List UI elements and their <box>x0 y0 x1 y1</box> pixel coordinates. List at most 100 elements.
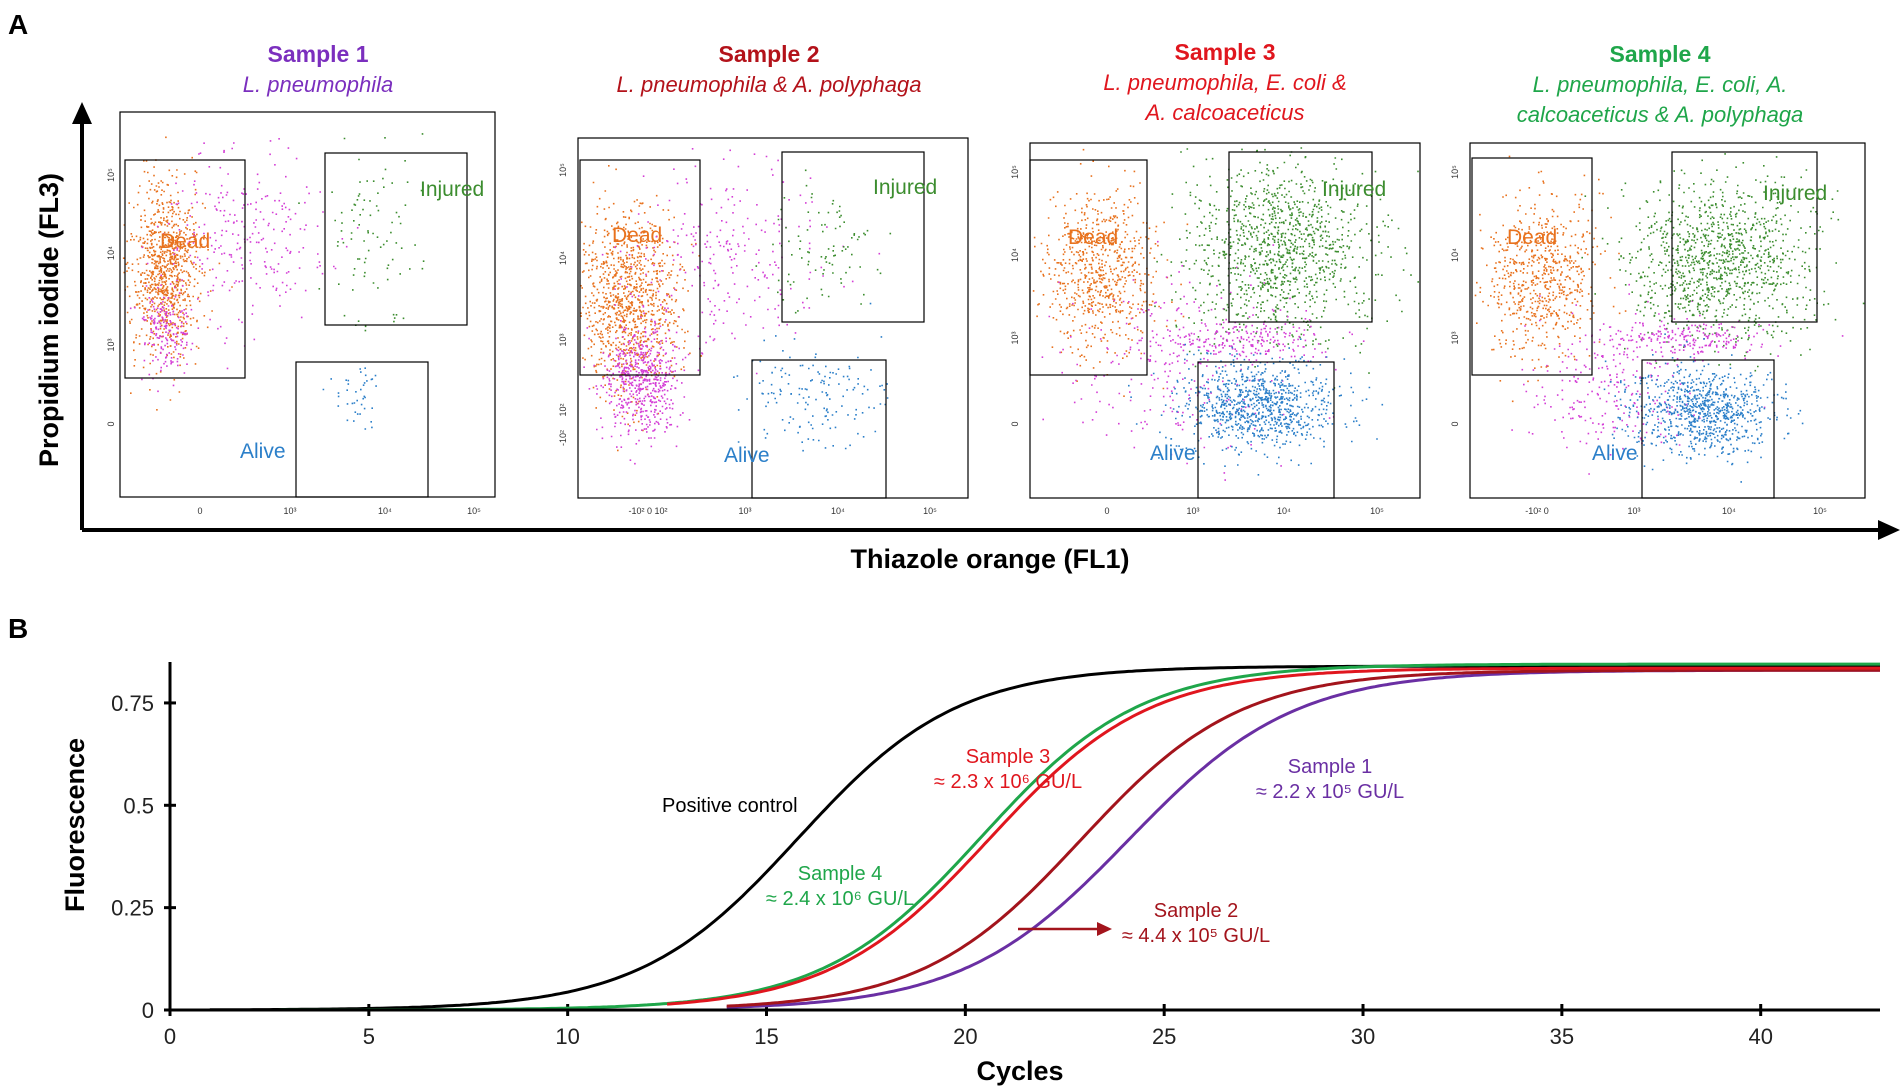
y-tick: 0 <box>1450 421 1460 426</box>
x-tick: 10³ <box>1627 506 1640 516</box>
gate-label-dead: Dead <box>1068 226 1118 249</box>
flow-x-arrow-icon <box>1878 520 1900 540</box>
gate-label-injured: Injured <box>1322 178 1386 201</box>
qpcr-y-ticks: 0 0.25 0.5 0.75 <box>111 691 176 1023</box>
series-sample-3 <box>667 666 1880 1006</box>
y-tick-labels: 10⁵ 10⁴ 10³ 0 <box>1010 165 1020 427</box>
gate-label-injured: Injured <box>1763 182 1827 205</box>
x-tick: 10³ <box>738 506 751 516</box>
gate-label-dead: Dead <box>160 230 210 253</box>
x-tick: 10⁴ <box>1277 506 1291 516</box>
y-tick: 10³ <box>1450 331 1460 344</box>
sample-3-header: Sample 3 L. pneumophila, E. coli & A. ca… <box>1103 39 1346 125</box>
gate-dead <box>1029 159 1148 376</box>
x-tick-label: 35 <box>1550 1024 1574 1049</box>
y-tick: 0 <box>1010 421 1020 426</box>
x-tick-label: 5 <box>363 1024 375 1049</box>
y-tick: 10⁴ <box>558 251 568 265</box>
y-tick-label: 0.75 <box>111 691 154 716</box>
flow-plot-sample-2: Dead Injured Alive -10² 0 10² 10³ 10⁴ 10… <box>558 137 969 516</box>
sample-2-pointer-arrow-icon <box>1097 922 1112 936</box>
y-tick: 10⁵ <box>1010 165 1020 179</box>
y-tick-label: 0.5 <box>123 793 154 818</box>
x-tick: 10⁵ <box>923 506 937 516</box>
label-sample-4-name: Sample 4 <box>798 863 883 885</box>
gate-label-alive: Alive <box>1592 442 1638 465</box>
gate-dead <box>124 159 246 379</box>
gate-label-injured: Injured <box>420 178 484 201</box>
x-tick-label: 0 <box>164 1024 176 1049</box>
dots-other <box>1511 283 1766 475</box>
sample-subtitle: L. pneumophila <box>243 72 393 97</box>
x-tick: 10⁴ <box>831 506 845 516</box>
sample-title: Sample 2 <box>719 41 820 67</box>
flow-axes: Propidium iodide (FL3) Thiazole orange (… <box>34 102 1900 574</box>
flow-plot-sample-3: Dead Injured Alive 0 10³ 10⁴ 10⁵ 10⁵ 10⁴… <box>1010 142 1421 516</box>
flow-x-axis-title: Thiazole orange (FL1) <box>850 544 1129 574</box>
sample-subtitle: A. calcoaceticus <box>1144 100 1305 125</box>
x-tick: 0 <box>197 506 202 516</box>
gate-alive <box>751 359 887 499</box>
event-dots <box>1474 153 1865 483</box>
gate-label-dead: Dead <box>612 224 662 247</box>
sample-title: Sample 3 <box>1175 39 1276 65</box>
y-tick: 10⁵ <box>1450 165 1460 179</box>
x-tick-labels: 0 10³ 10⁴ 10⁵ <box>1104 506 1384 516</box>
label-sample-4-value: ≈ 2.4 x 10⁶ GU/L <box>766 888 914 910</box>
sample-2-header: Sample 2 L. pneumophila & A. polyphaga <box>617 41 922 97</box>
dots-alive <box>1128 338 1384 476</box>
gate-label-dead: Dead <box>1507 226 1557 249</box>
flow-y-axis-title: Propidium iodide (FL3) <box>34 173 64 467</box>
x-tick: 10⁵ <box>1813 506 1827 516</box>
label-positive-control: Positive control <box>662 795 798 817</box>
sample-1-header: Sample 1 L. pneumophila <box>243 41 393 97</box>
dots-other <box>1070 308 1365 367</box>
y-tick: 10⁴ <box>1450 248 1460 262</box>
x-tick-label: 10 <box>555 1024 579 1049</box>
series-positive-control <box>209 664 1880 1012</box>
y-tick: -10² <box>558 430 568 446</box>
x-tick: -10² 0 10² <box>628 506 667 516</box>
flow-y-arrow-icon <box>72 102 92 124</box>
dots-alive <box>1603 333 1804 483</box>
x-tick: 10³ <box>283 506 296 516</box>
event-dots <box>1032 147 1419 481</box>
x-tick: 10⁵ <box>467 506 481 516</box>
dots-other <box>129 274 200 393</box>
flow-plot-sample-4: Dead Injured Alive -10² 0 10³ 10⁴ 10⁵ 10… <box>1450 142 1866 516</box>
sample-title: Sample 4 <box>1610 41 1711 67</box>
dots-dead <box>1032 148 1189 397</box>
y-tick: 10² <box>558 403 568 416</box>
y-tick: 10⁴ <box>1010 248 1020 262</box>
y-tick: 10³ <box>1010 331 1020 344</box>
series-sample-2 <box>726 668 1880 1008</box>
y-tick-labels: 10⁵ 10⁴ 10³ 10² -10² <box>558 163 568 446</box>
x-tick-label: 30 <box>1351 1024 1375 1049</box>
event-dots <box>580 148 892 465</box>
gate-dead <box>1471 157 1593 376</box>
qpcr-y-axis-title: Fluorescence <box>60 738 90 912</box>
dots-other <box>588 148 881 383</box>
x-tick-labels: 0 10³ 10⁴ 10⁵ <box>197 506 481 516</box>
x-tick: 10⁵ <box>1370 506 1384 516</box>
sample-title: Sample 1 <box>268 41 369 67</box>
dots-injured <box>298 133 425 332</box>
x-tick: 0 <box>1104 506 1109 516</box>
label-sample-1-name: Sample 1 <box>1288 756 1373 778</box>
x-tick-labels: -10² 0 10² 10³ 10⁴ 10⁵ <box>628 506 937 516</box>
x-tick-label: 15 <box>754 1024 778 1049</box>
gate-alive <box>295 361 429 498</box>
label-sample-2-value: ≈ 4.4 x 10⁵ GU/L <box>1122 925 1270 947</box>
y-tick: 10⁴ <box>106 246 116 260</box>
dots-injured <box>755 169 892 314</box>
qpcr-series <box>209 662 1880 1012</box>
event-dots <box>122 133 425 430</box>
x-tick-label: 20 <box>953 1024 977 1049</box>
y-tick-labels: 10⁵ 10⁴ 10³ 0 <box>106 168 116 427</box>
y-tick-labels: 10⁵ 10⁴ 10³ 0 <box>1450 165 1460 427</box>
y-tick: 10³ <box>106 338 116 351</box>
dots-alive <box>322 367 377 430</box>
qpcr-x-axis-title: Cycles <box>976 1056 1063 1086</box>
y-tick-label: 0 <box>142 998 154 1023</box>
